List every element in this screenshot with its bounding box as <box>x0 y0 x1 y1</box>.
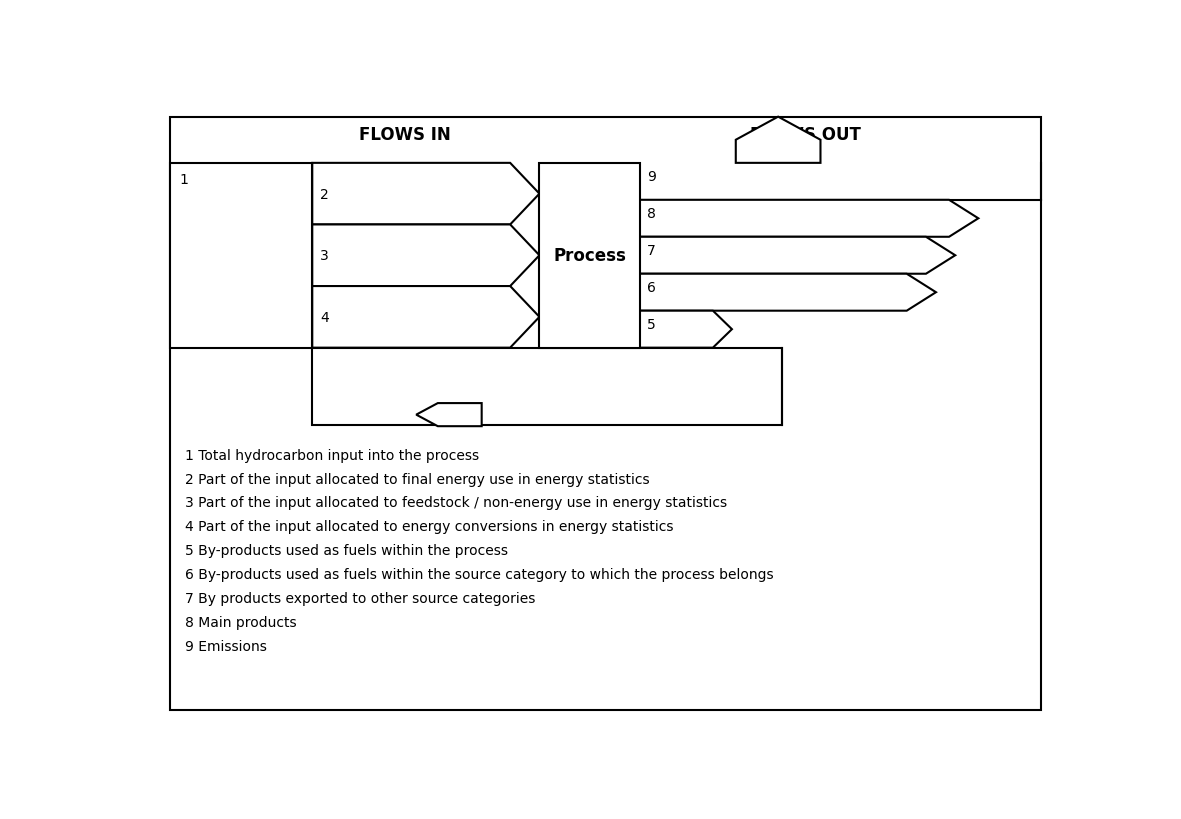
Polygon shape <box>312 164 540 225</box>
Text: 5: 5 <box>647 318 655 332</box>
Polygon shape <box>640 311 732 348</box>
Text: 9 Emissions: 9 Emissions <box>185 639 267 653</box>
Bar <box>540 164 640 348</box>
Polygon shape <box>736 117 821 164</box>
Text: 1 Total hydrocarbon input into the process: 1 Total hydrocarbon input into the proce… <box>185 448 479 462</box>
Text: 6 By-products used as fuels within the source category to which the process belo: 6 By-products used as fuels within the s… <box>185 568 774 581</box>
Text: 6: 6 <box>647 281 657 295</box>
Text: FLOWS OUT: FLOWS OUT <box>750 126 861 144</box>
Text: 1: 1 <box>180 173 188 187</box>
Text: 4: 4 <box>320 310 328 324</box>
Text: 2: 2 <box>320 188 328 201</box>
Text: Process: Process <box>553 247 626 265</box>
Text: 9: 9 <box>647 170 657 183</box>
Bar <box>312 348 782 425</box>
Polygon shape <box>640 201 978 238</box>
Text: 4 Part of the input allocated to energy conversions in energy statistics: 4 Part of the input allocated to energy … <box>185 520 673 534</box>
Text: 5 By-products used as fuels within the process: 5 By-products used as fuels within the p… <box>185 544 508 558</box>
Text: 7 By products exported to other source categories: 7 By products exported to other source c… <box>185 591 536 605</box>
Text: FLOWS IN: FLOWS IN <box>359 126 451 144</box>
Polygon shape <box>312 287 540 348</box>
Bar <box>170 164 312 348</box>
Text: 3: 3 <box>320 249 328 263</box>
Text: 8: 8 <box>647 206 657 220</box>
Polygon shape <box>640 238 955 274</box>
Polygon shape <box>416 404 482 427</box>
Polygon shape <box>640 274 937 311</box>
Text: 8 Main products: 8 Main products <box>185 615 296 629</box>
Text: 3 Part of the input allocated to feedstock / non-energy use in energy statistics: 3 Part of the input allocated to feedsto… <box>185 495 727 510</box>
Text: 2 Part of the input allocated to final energy use in energy statistics: 2 Part of the input allocated to final e… <box>185 472 650 486</box>
Text: 7: 7 <box>647 243 655 258</box>
Polygon shape <box>312 225 540 287</box>
